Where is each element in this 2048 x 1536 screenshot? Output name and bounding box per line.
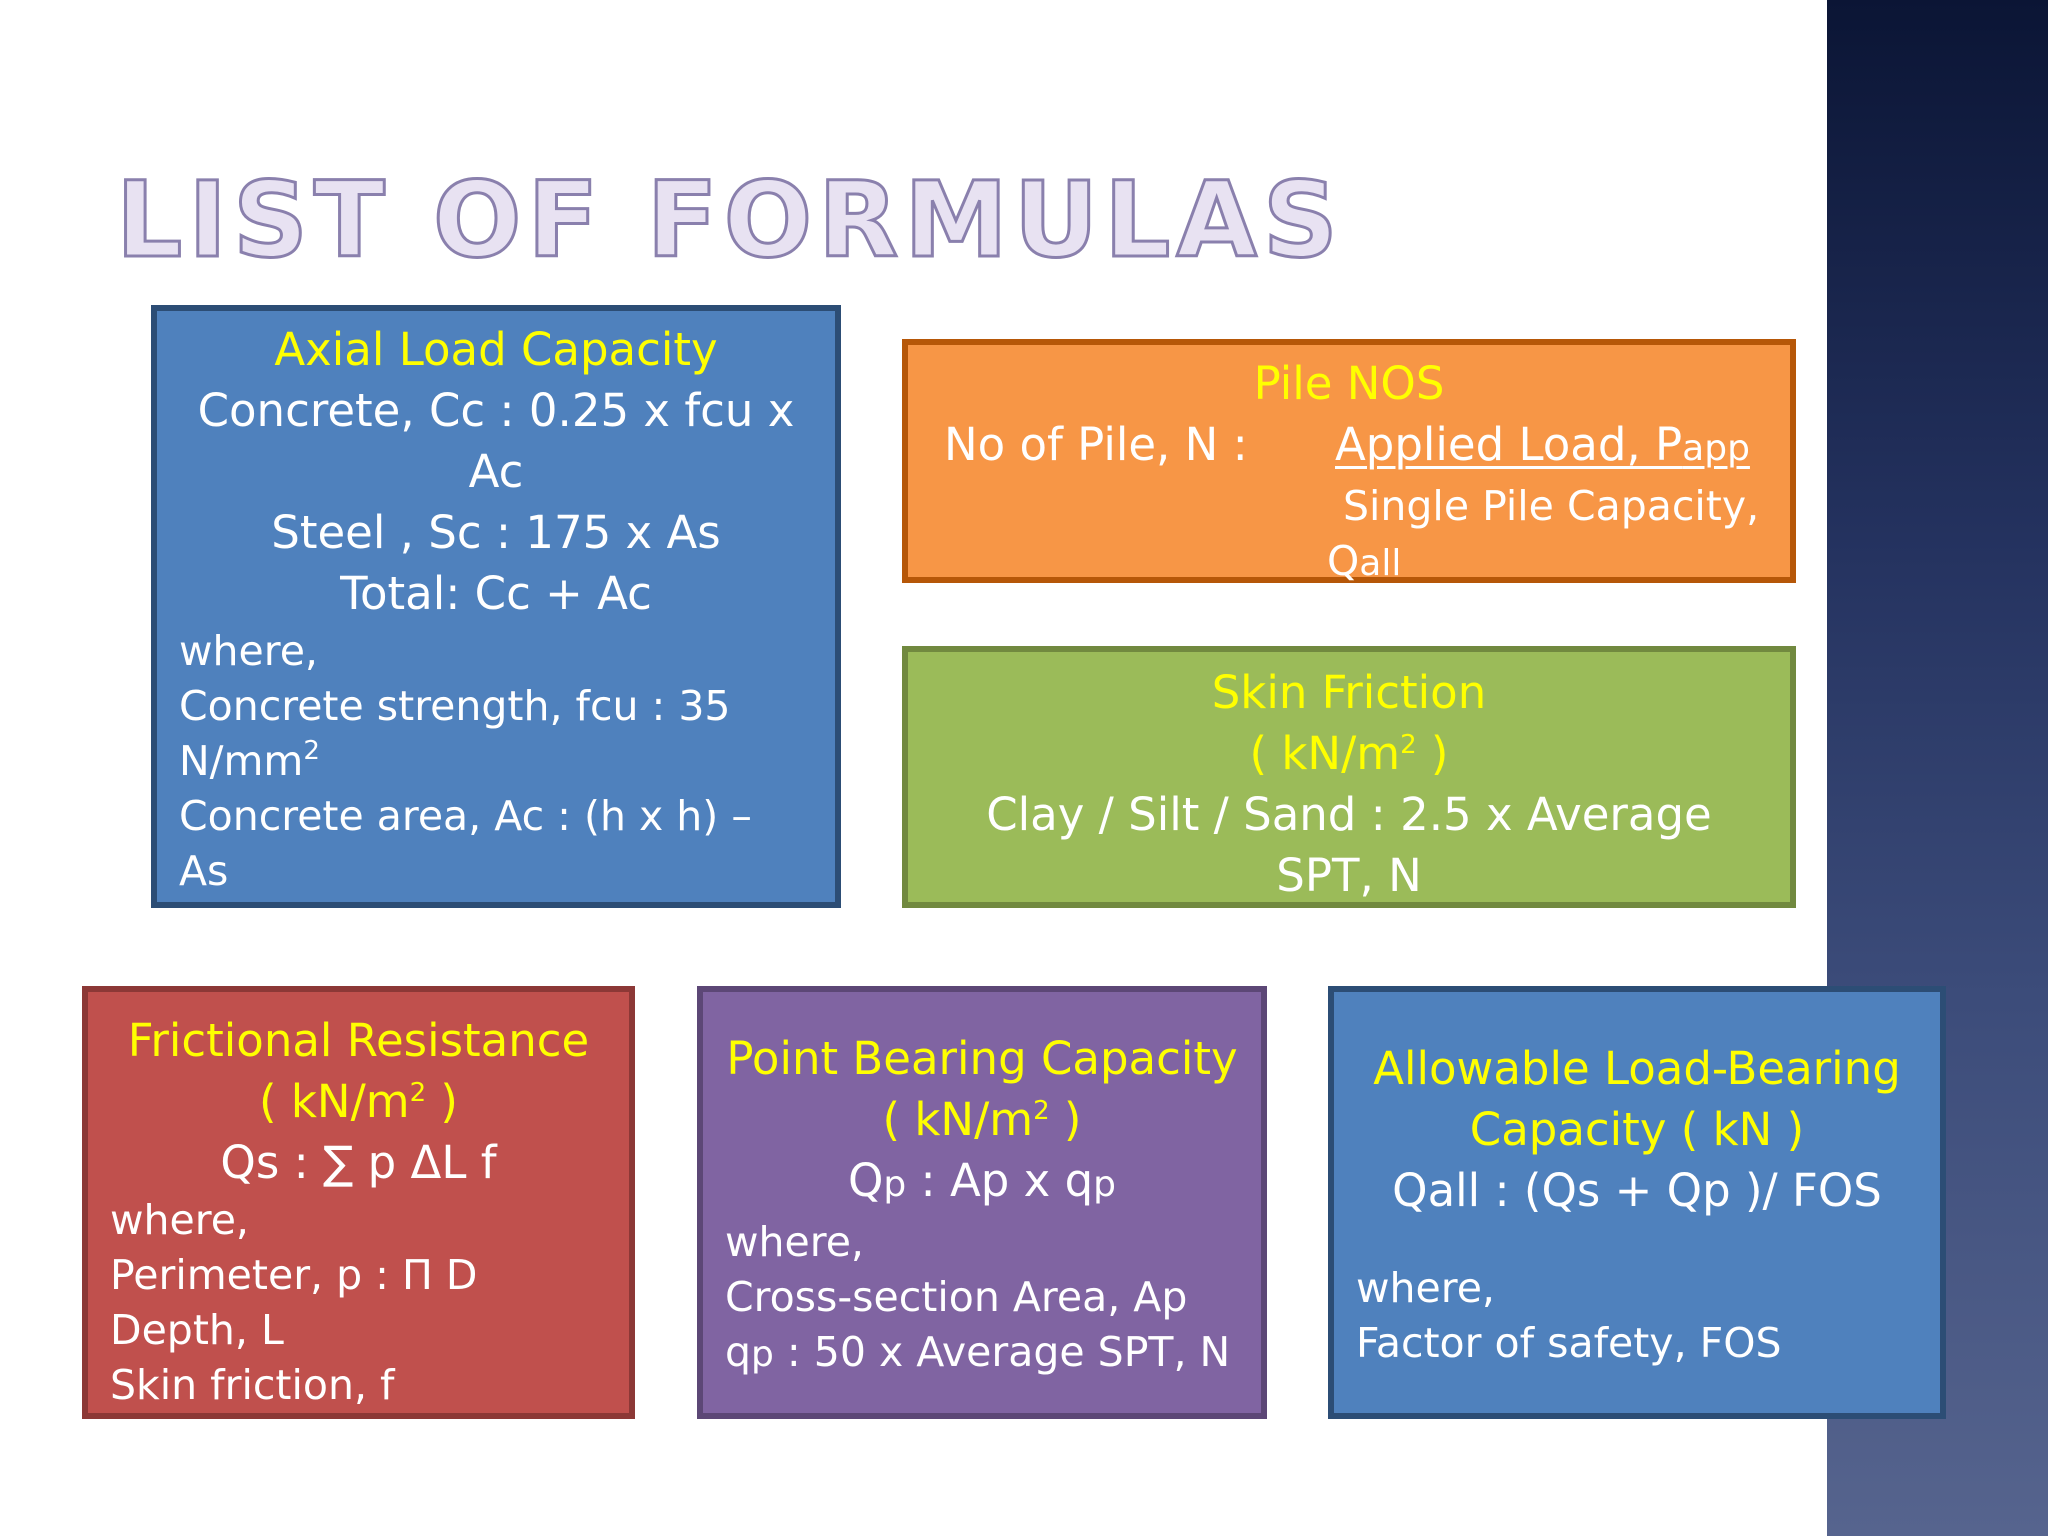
pile-nos-fraction: Applied Load, Papp Single Pile Capacity,… — [1327, 414, 1768, 591]
allow-spacer — [1356, 1221, 1918, 1261]
fric-skin: Skin friction, f — [110, 1361, 395, 1409]
slide-title: LIST OF FORMULAS — [115, 159, 1344, 281]
point-qp-rest: : 50 x Average SPT, N — [773, 1328, 1231, 1376]
allow-formula: Qall : (Qs + Qp )/ FOS — [1392, 1164, 1882, 1217]
pile-nos-numerator-main: Applied Load, P — [1335, 418, 1683, 471]
frictional-resistance-box: Frictional Resistance ( kN/m2 ) Qs : ∑ p… — [82, 986, 635, 1419]
fric-unit-sup: 2 — [409, 1078, 427, 1108]
axial-total: Total: Cc + Ac — [340, 567, 652, 620]
fric-formula: Qs : ∑ p ΔL f — [220, 1136, 497, 1189]
point-bearing-box: Point Bearing Capacity ( kN/m2 ) Qp : Ap… — [697, 986, 1267, 1419]
fric-where: where, — [110, 1196, 249, 1244]
point-where: where, — [725, 1218, 864, 1266]
axial-steel: Steel , Sc : 175 x As — [271, 506, 721, 559]
point-area: Cross-section Area, Ap — [725, 1273, 1188, 1321]
pile-nos-title: Pile NOS — [1253, 357, 1445, 410]
axial-strength-unit-text: N/mm — [179, 737, 304, 785]
fric-title: Frictional Resistance — [127, 1014, 590, 1067]
point-unit-open: ( kN/m — [882, 1093, 1034, 1146]
skin-formula-line2: SPT, N — [1276, 849, 1422, 902]
axial-pile-size: Pile size : h x h — [179, 902, 486, 950]
fric-perimeter: Perimeter, p : Π D — [110, 1251, 478, 1299]
allow-title-line1: Allowable Load-Bearing — [1373, 1042, 1901, 1095]
skin-formula-line1: Clay / Silt / Sand : 2.5 x Average — [986, 788, 1712, 841]
point-formula-mid: : Ap x — [906, 1154, 1065, 1207]
point-unit-close: ) — [1049, 1093, 1082, 1146]
point-unit-sup: 2 — [1033, 1096, 1050, 1126]
pile-nos-numerator: Applied Load, Papp — [1335, 414, 1768, 479]
pile-nos-denominator-line1: Single Pile Capacity, — [1343, 482, 1760, 530]
point-qp-line: qp : 50 x Average SPT, N — [725, 1325, 1239, 1382]
skin-unit: ( kN/m2 ) — [930, 723, 1768, 784]
axial-strength-line1: Concrete strength, fcu : 35 — [179, 682, 731, 730]
point-qp-p: p — [751, 1334, 774, 1375]
point-formula-q2: q — [1064, 1154, 1094, 1207]
fric-unit-open: ( kN/m — [258, 1075, 410, 1128]
skin-unit-open: ( kN/m — [1249, 727, 1401, 780]
point-formula-q: Q — [847, 1154, 884, 1207]
point-title: Point Bearing Capacity — [726, 1032, 1238, 1085]
allow-title-line2: Capacity ( kN ) — [1469, 1103, 1805, 1156]
axial-where: where, — [179, 627, 318, 675]
axial-strength-unit: N/mm2 — [179, 734, 813, 789]
point-unit: ( kN/m2 ) — [725, 1089, 1239, 1150]
point-formula: Qp : Ap x qp — [725, 1150, 1239, 1215]
pile-nos-denominator-sub: all — [1359, 543, 1402, 584]
pile-nos-box: Pile NOS No of Pile, N : Applied Load, P… — [902, 339, 1796, 585]
allowable-capacity-box: Allowable Load-Bearing Capacity ( kN ) Q… — [1328, 986, 1946, 1419]
point-formula-p2: p — [1093, 1164, 1117, 1205]
pile-nos-denominator-line2: Qall — [1327, 534, 1768, 591]
fric-depth: Depth, L — [110, 1306, 284, 1354]
allow-fos: Factor of safety, FOS — [1356, 1319, 1782, 1367]
point-qp-q: q — [725, 1328, 752, 1376]
axial-title: Axial Load Capacity — [274, 323, 718, 376]
pile-nos-denominator-main: Q — [1327, 537, 1360, 585]
fric-unit: ( kN/m2 ) — [110, 1071, 607, 1132]
axial-strength-sup: 2 — [303, 736, 320, 766]
fric-unit-close: ) — [426, 1075, 458, 1128]
pile-nos-label: No of Pile, N : — [944, 418, 1248, 471]
pile-nos-formula: No of Pile, N : Applied Load, Papp Singl… — [930, 414, 1768, 591]
axial-area: Concrete area, Ac : (h x h) – As — [179, 792, 752, 895]
skin-unit-close: ) — [1416, 727, 1449, 780]
pile-nos-numerator-sub: app — [1682, 428, 1750, 469]
axial-concrete-line1: Concrete, Cc : 0.25 x fcu x — [197, 384, 795, 437]
allow-where: where, — [1356, 1264, 1495, 1312]
skin-unit-sup: 2 — [1400, 730, 1417, 760]
axial-concrete-line2: Ac — [468, 445, 524, 498]
skin-title: Skin Friction — [1211, 666, 1487, 719]
skin-friction-box: Skin Friction ( kN/m2 ) Clay / Silt / Sa… — [902, 646, 1796, 908]
point-formula-p1: p — [883, 1164, 907, 1205]
axial-load-capacity-box: Axial Load Capacity Concrete, Cc : 0.25 … — [151, 305, 841, 950]
